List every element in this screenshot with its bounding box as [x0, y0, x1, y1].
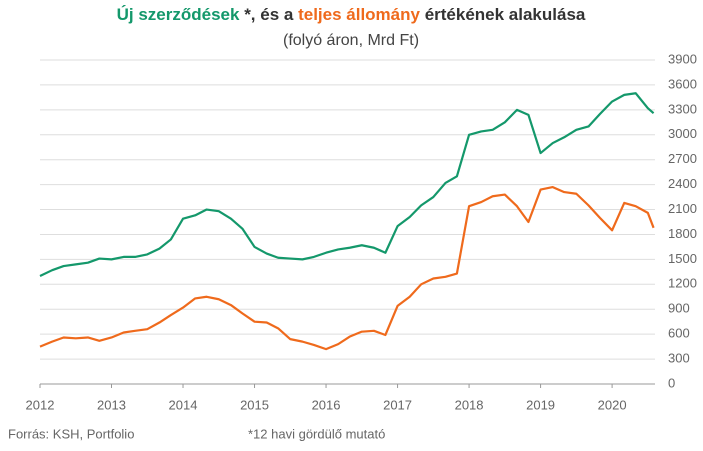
line [39, 186, 655, 351]
y-tick-label: 2700 [668, 151, 697, 166]
y-tick-label: 3000 [668, 126, 697, 141]
title-part: Új szerződések [117, 5, 240, 24]
y-tick-label: 1200 [668, 276, 697, 291]
y-tick-label: 1500 [668, 251, 697, 266]
x-tick-label: 2020 [598, 397, 627, 412]
y-tick-label: 0 [668, 375, 675, 390]
y-tick-label: 1800 [668, 226, 697, 241]
x-tick-label: 2013 [97, 397, 126, 412]
title-part: *, és a [239, 5, 298, 24]
chart-subtitle: (folyó áron, Mrd Ft) [283, 32, 419, 49]
x-tick-label: 2012 [26, 397, 55, 412]
y-tick-label: 3600 [668, 76, 697, 91]
y-tick-label: 2400 [668, 176, 697, 191]
y-tick-label: 3900 [668, 51, 697, 66]
y-tick-label: 900 [668, 301, 690, 316]
chart-title: Új szerződések *, és a teljes állomány é… [117, 5, 586, 24]
x-tick-label: 2018 [455, 397, 484, 412]
x-tick-label: 2016 [312, 397, 341, 412]
y-tick-label: 3300 [668, 101, 697, 116]
title-part: értékének alakulása [420, 5, 586, 24]
source: Forrás: KSH, Portfolio [8, 426, 134, 441]
y-tick-label: 600 [668, 326, 690, 341]
footnote: *12 havi gördülő mutató [248, 426, 385, 441]
line [39, 92, 655, 277]
x-tick-label: 2014 [169, 397, 198, 412]
x-tick-label: 2019 [526, 397, 555, 412]
title-part: teljes állomány [298, 5, 420, 24]
x-tick-label: 2017 [383, 397, 412, 412]
y-tick-label: 300 [668, 351, 690, 366]
x-tick-label: 2015 [240, 397, 269, 412]
y-tick-label: 2100 [668, 201, 697, 216]
